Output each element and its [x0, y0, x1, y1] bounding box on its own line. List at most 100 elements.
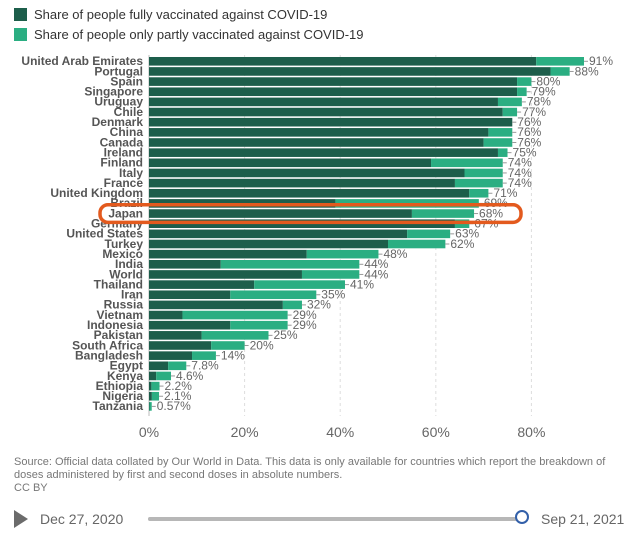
category-label: Egypt: [110, 359, 143, 373]
bar-full-bangladesh: [149, 351, 193, 360]
bar-partial-united-arab-emirates: [536, 57, 584, 66]
category-label: South Africa: [72, 338, 143, 352]
bar-partial-india: [220, 260, 360, 269]
timeline-start-date: Dec 27, 2020: [40, 511, 124, 527]
value-label: 68%: [479, 206, 503, 220]
bar-partial-world: [301, 270, 360, 279]
bar-full-mexico: [149, 249, 307, 259]
value-label: 77%: [522, 105, 546, 119]
category-label: China: [110, 125, 144, 139]
bar-partial-turkey: [388, 239, 446, 249]
bar-full-chile: [149, 107, 503, 117]
bar-partial-canada: [483, 138, 513, 147]
x-tick-label: 0%: [139, 424, 159, 440]
value-label: 76%: [517, 115, 541, 129]
timeline: Dec 27, 2020 Sep 21, 2021: [0, 505, 632, 535]
value-label: 74%: [508, 166, 532, 180]
bar-partial-russia: [282, 300, 302, 310]
value-label: 2.1%: [164, 389, 192, 403]
category-label: Turkey: [105, 237, 144, 251]
bar-partial-tanzania: [149, 402, 152, 411]
x-tick-label: 60%: [422, 424, 450, 440]
timeline-slider-handle[interactable]: [515, 510, 529, 524]
bar-full-spain: [149, 77, 518, 86]
bar-full-uruguay: [149, 97, 498, 107]
value-label: 29%: [293, 318, 317, 332]
timeline-slider-track[interactable]: [148, 517, 522, 521]
bar-partial-indonesia: [230, 320, 288, 330]
category-label: Japan: [108, 206, 143, 220]
bar-partial-spain: [517, 77, 532, 86]
license-text: CC BY: [14, 482, 48, 494]
bar-partial-south-africa: [211, 341, 245, 350]
bar-full-canada: [149, 138, 484, 147]
highlight-outline: [98, 203, 523, 225]
value-label: 74%: [508, 156, 532, 170]
category-label: Iran: [121, 288, 143, 302]
value-label: 7.8%: [191, 359, 219, 373]
bar-full-singapore: [149, 87, 518, 97]
category-label: Spain: [110, 74, 143, 88]
value-label: 76%: [517, 135, 541, 149]
category-label: Tanzania: [93, 399, 144, 413]
bar-partial-united-states: [407, 229, 451, 239]
bar-full-egypt: [149, 361, 169, 371]
bar-partial-kenya: [156, 371, 171, 381]
value-label: 75%: [513, 145, 537, 159]
bar-partial-ethiopia: [151, 381, 160, 391]
category-label: Kenya: [107, 369, 143, 383]
category-label: Portugal: [94, 64, 143, 78]
bar-full-ethiopia: [149, 381, 152, 391]
category-label: Italy: [119, 166, 143, 180]
bar-full-world: [149, 270, 302, 279]
value-label: 29%: [293, 308, 317, 322]
bar-partial-france: [454, 178, 503, 188]
play-icon[interactable]: [14, 510, 28, 528]
bar-partial-nigeria: [151, 391, 160, 401]
x-tick-label: 20%: [231, 424, 259, 440]
category-label: India: [115, 257, 143, 271]
value-label: 44%: [364, 267, 388, 281]
bar-partial-egypt: [168, 361, 187, 371]
value-label: 91%: [589, 54, 613, 68]
value-label: 62%: [450, 237, 474, 251]
bar-full-kenya: [149, 371, 157, 381]
value-label: 63%: [455, 227, 479, 241]
value-label: 0.57%: [157, 399, 191, 413]
category-label: Denmark: [92, 115, 144, 129]
value-label: 48%: [383, 247, 407, 261]
value-label: 71%: [493, 186, 517, 200]
bar-partial-japan: [411, 209, 475, 218]
timeline-end-date: Sep 21, 2021: [541, 511, 625, 527]
bar-partial-vietnam: [182, 310, 288, 320]
bar-full-nigeria: [149, 391, 152, 401]
x-tick-label: 40%: [326, 424, 354, 440]
bar-full-ireland: [149, 148, 498, 157]
category-label: Mexico: [102, 247, 143, 261]
value-label: 76%: [517, 125, 541, 139]
value-label: 44%: [364, 257, 388, 271]
bar-full-turkey: [149, 239, 389, 249]
bar-partial-finland: [431, 158, 503, 168]
value-label: 32%: [307, 298, 331, 312]
legend-item-partial[interactable]: Share of people only partly vaccinated a…: [14, 24, 364, 44]
legend-label-partial: Share of people only partly vaccinated a…: [34, 26, 364, 42]
legend-swatch-partial: [14, 27, 27, 41]
bar-full-thailand: [149, 280, 255, 289]
category-label: Nigeria: [102, 389, 143, 403]
value-label: 74%: [508, 176, 532, 190]
bar-full-united-states: [149, 229, 408, 239]
legend-item-full[interactable]: Share of people fully vaccinated against…: [14, 4, 364, 24]
value-label: 2.2%: [165, 379, 193, 393]
category-label: Vietnam: [97, 308, 143, 322]
bar-partial-pakistan: [201, 331, 269, 340]
bar-full-portugal: [149, 67, 551, 76]
bar-partial-bangladesh: [192, 351, 216, 360]
bar-full-france: [149, 178, 455, 188]
x-tick-label: 80%: [517, 424, 545, 440]
value-label: 80%: [536, 74, 560, 88]
stacked-bar-chart: 0% 20% 40% 60% 80% 91% United Arab Emirates 88%…: [21, 54, 613, 440]
legend: Share of people fully vaccinated against…: [14, 4, 364, 44]
source-note: Source: Official data collated by Our Wo…: [14, 456, 614, 495]
bar-full-united-arab-emirates: [149, 57, 537, 66]
